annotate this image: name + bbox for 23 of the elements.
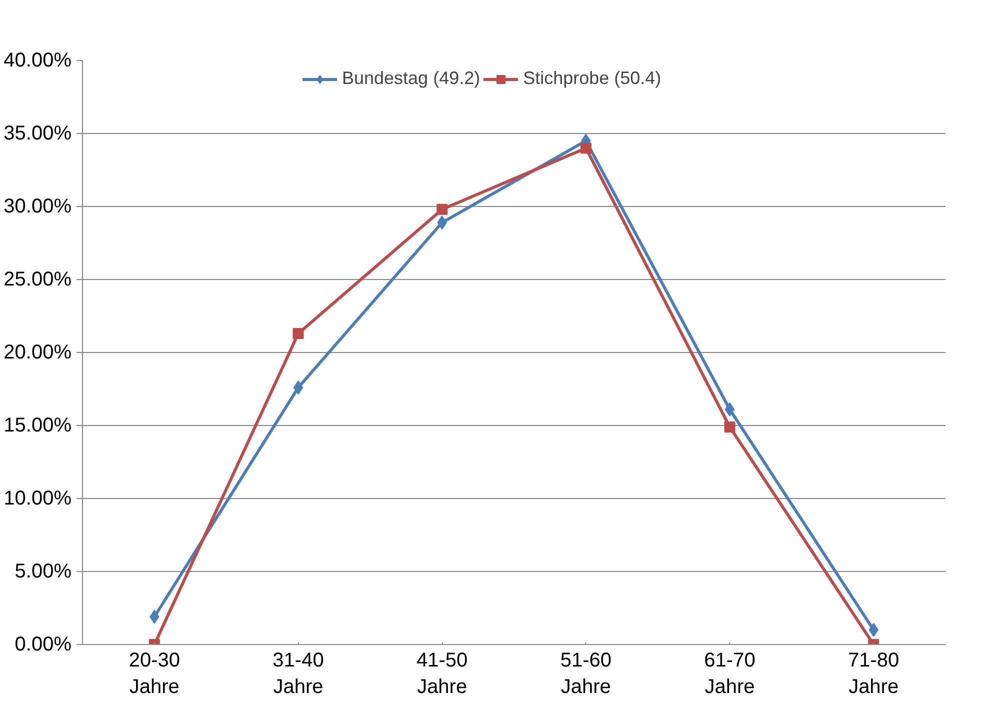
point (293, 380, 304, 395)
x-tick-label: 71-80 Jahre (848, 650, 900, 698)
point (724, 402, 735, 416)
point (724, 421, 736, 432)
y-tick-label: 10.00% (4, 488, 72, 510)
x-tick-label: 41-50 Jahre (416, 650, 468, 698)
x-tick-label: 51-60 Jahre (560, 650, 612, 698)
legend-label: Stichprobe (50.4) (523, 68, 662, 89)
point (580, 142, 592, 154)
x-tick-label: 61-70 Jahre (704, 650, 756, 698)
y-tick-label: 5.00% (14, 560, 72, 582)
point (292, 328, 304, 340)
y-tick-label: 25.00% (4, 268, 72, 290)
y-tick-label: 0.00% (14, 634, 72, 656)
x-tick-label: 31-40 Jahre (272, 650, 324, 698)
y-tick-label: 15.00% (4, 414, 72, 436)
y-tick-label: 35.00% (4, 122, 72, 144)
point (436, 204, 448, 215)
y-tick-label: 20.00% (4, 342, 72, 364)
y-tick-label: 30.00% (4, 196, 72, 218)
x-tick-label: 20-30 Jahre (128, 650, 180, 698)
legend-label: Bundestag (49.2) (342, 68, 480, 89)
y-tick-label: 40.00% (4, 50, 72, 72)
